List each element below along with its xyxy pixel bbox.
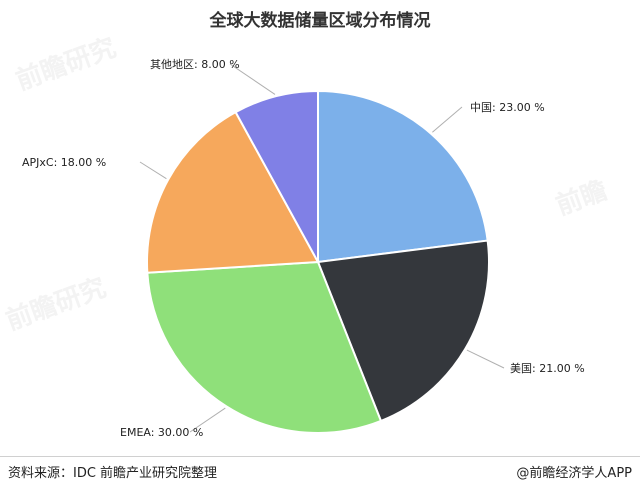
- svg-text:前瞻研究: 前瞻研究: [12, 32, 120, 97]
- brand-credit: @前瞻经济学人APP: [516, 466, 632, 481]
- slice-label-2: 美国: 21.00 %: [510, 362, 585, 375]
- pie-slices: [146, 89, 490, 434]
- slice-label-4: APJxC: 18.00 %: [22, 156, 106, 169]
- pie-slice-4: [146, 110, 320, 274]
- leader-line-5: [229, 63, 276, 95]
- pie-slice-3: [146, 260, 383, 434]
- pie-chart: 前瞻研究 前瞻 前瞻研究 前瞻 前瞻 中国: 23.00 %美国: 21.00 …: [2, 32, 611, 439]
- source-note: 资料来源：IDC 前瞻产业研究院整理: [8, 466, 218, 481]
- footer-divider: [0, 456, 640, 457]
- leader-lines: [139, 63, 505, 433]
- pie-slice-5: [234, 89, 319, 263]
- leader-line-3: [189, 407, 226, 433]
- slice-label-1: 中国: 23.00 %: [470, 101, 545, 114]
- slice-labels: 中国: 23.00 % 美国: 21.00 % EMEA: 30.00 % APJxC…: [22, 58, 585, 439]
- svg-text:前瞻研究: 前瞻研究: [2, 272, 110, 337]
- svg-text:前瞻: 前瞻: [552, 175, 611, 222]
- chart-title: 全球大数据储量区域分布情况: [209, 11, 431, 31]
- slice-label-3: EMEA: 30.00 %: [120, 426, 203, 439]
- leader-line-1: [432, 106, 463, 133]
- leader-line-4: [139, 161, 167, 180]
- slice-label-5: 其他地区: 8.00 %: [150, 58, 240, 71]
- pie-slice-1: [317, 89, 489, 264]
- leader-line-2: [466, 349, 505, 369]
- pie-slice-2: [316, 239, 490, 423]
